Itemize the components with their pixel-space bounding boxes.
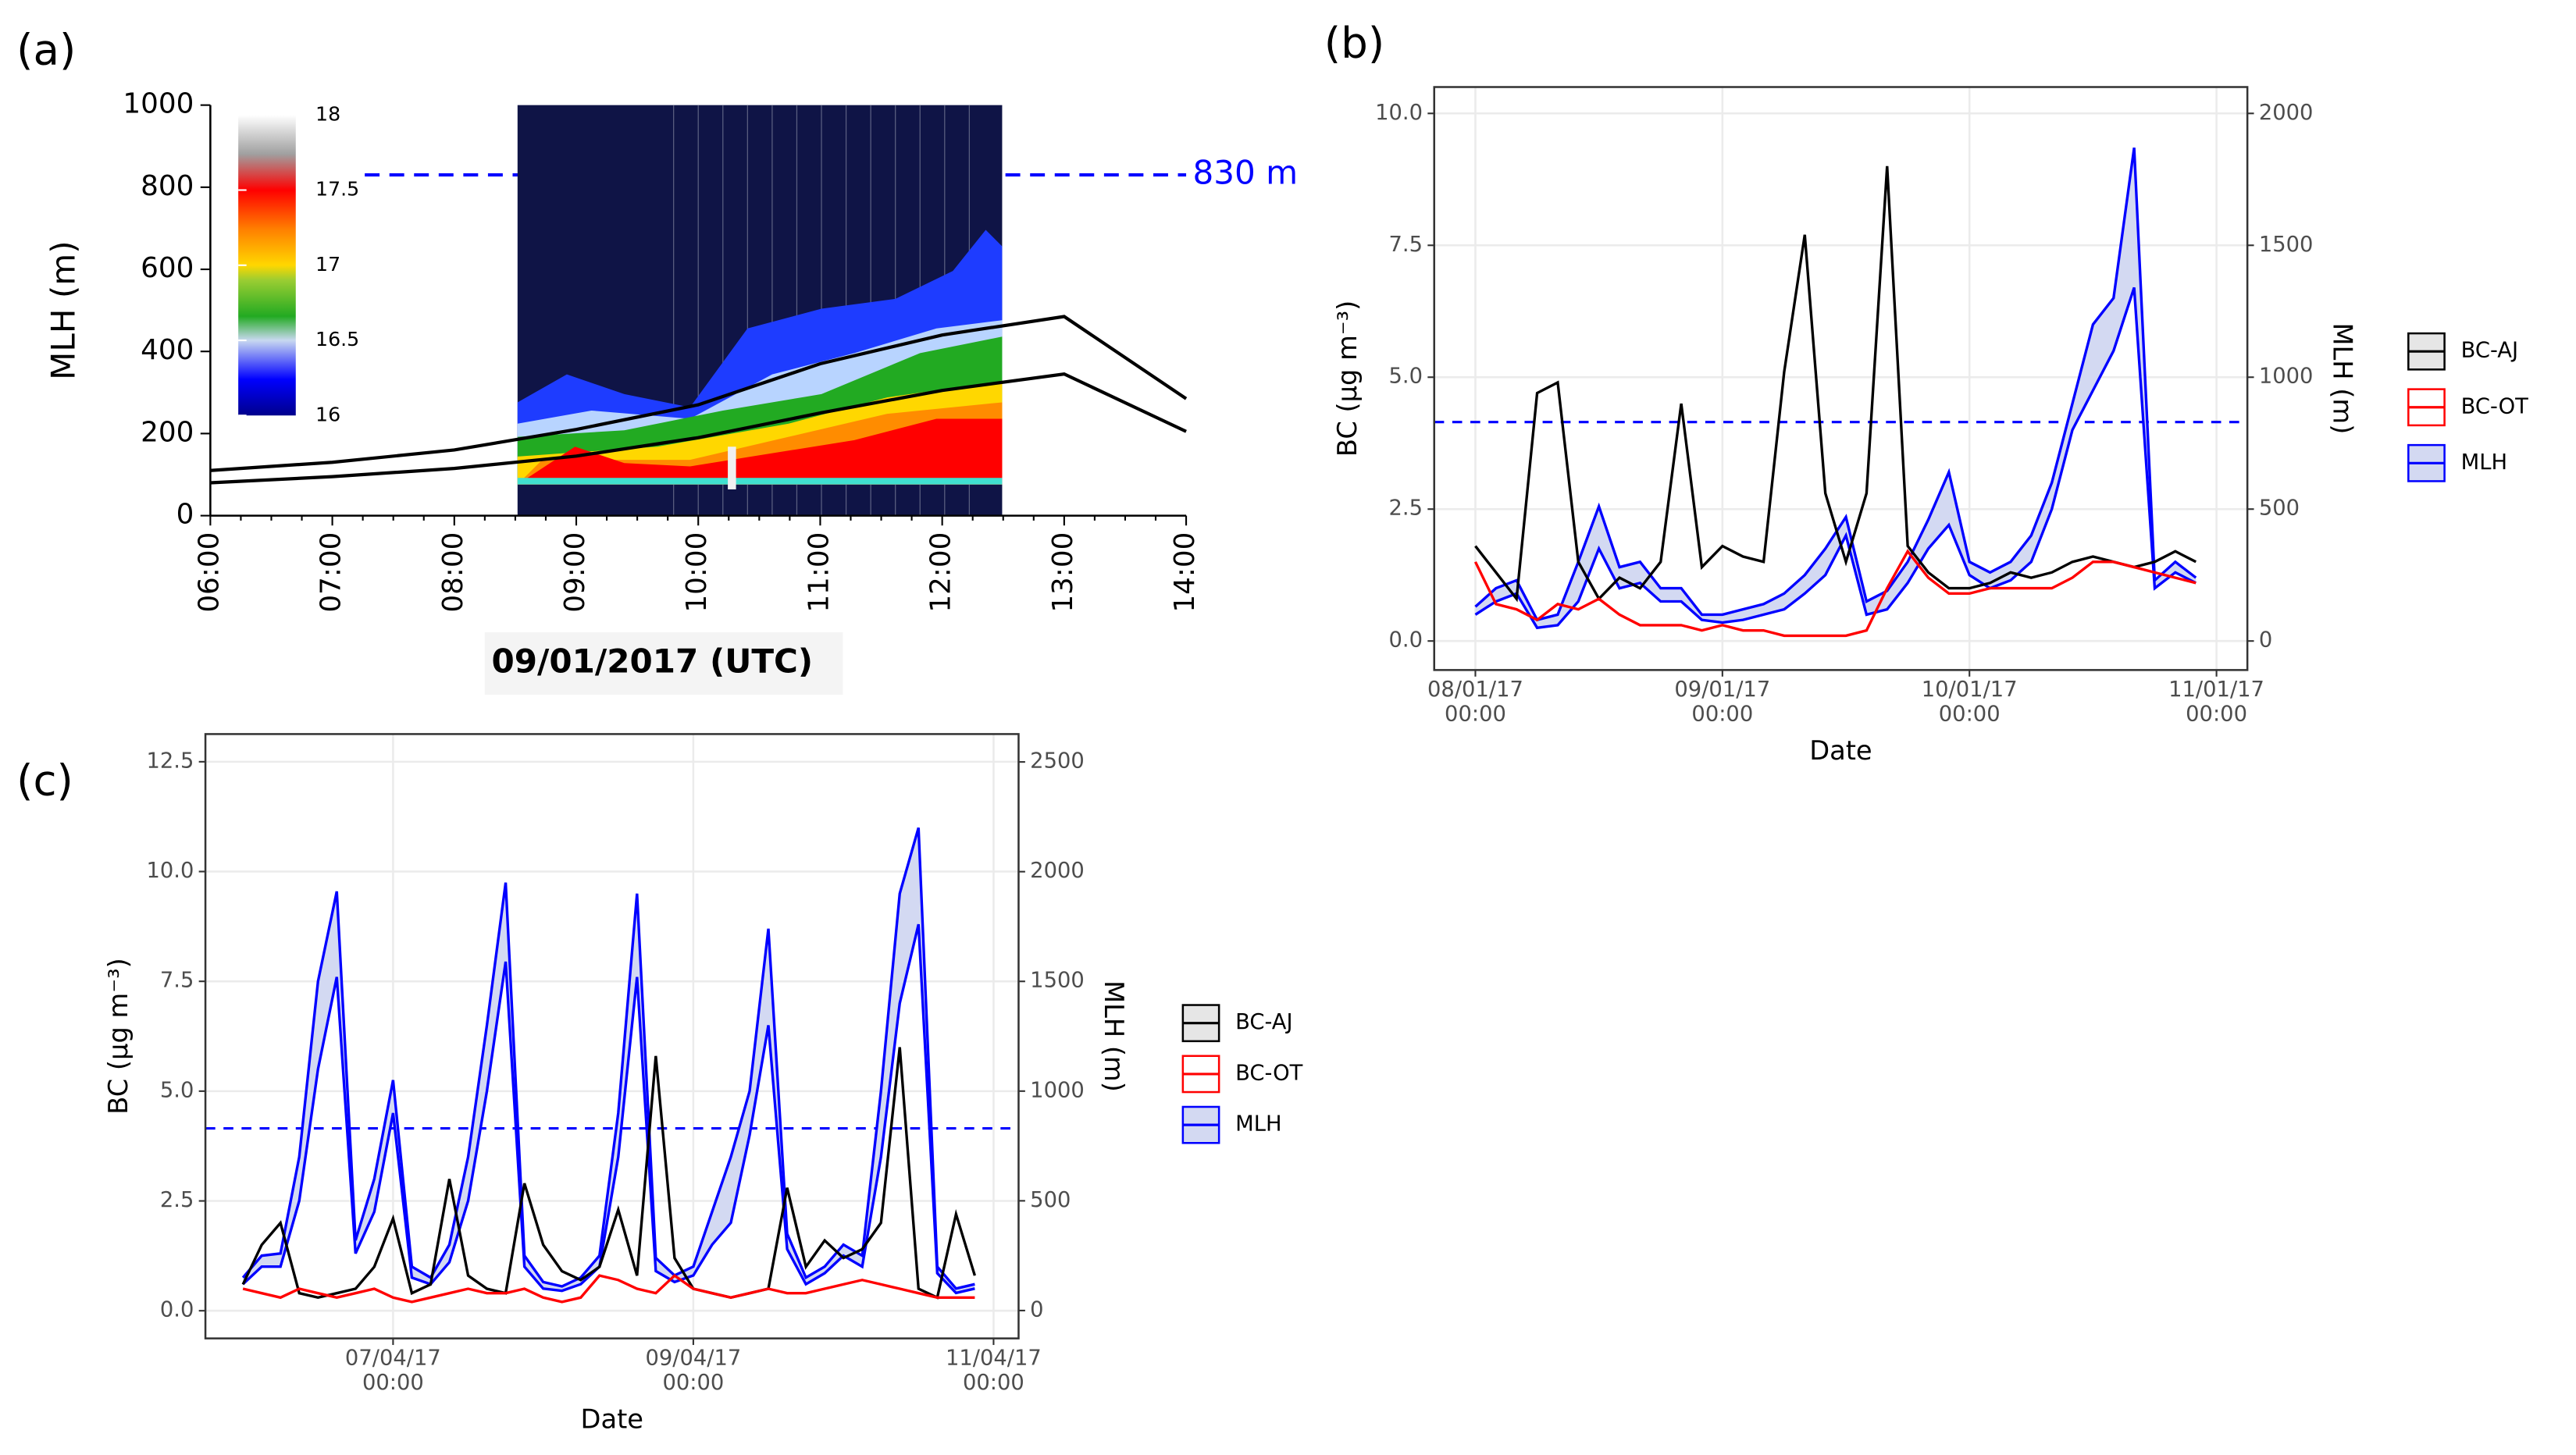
colorbar-tick-label: 18 — [315, 102, 340, 125]
x-tick-label-box: 10/01/17 00:00 — [1921, 678, 2018, 728]
x-label: 09/01/2017 (UTC) — [491, 642, 813, 680]
x-tick-label: 06:00 — [193, 532, 225, 613]
x-label-bg — [484, 631, 843, 695]
lidar-heatmap — [517, 105, 1003, 516]
legend-label: BC-OT — [1235, 1061, 1302, 1085]
y-tick-label: 200 — [141, 416, 194, 448]
y2-tick-label: 1500 — [2259, 233, 2314, 257]
y-tick-label: 0.0 — [1389, 628, 1423, 653]
x-tick-label-box: 11/04/17 00:00 — [945, 1346, 1042, 1396]
mlh-lower-line — [241, 923, 975, 1295]
y2-tick-label: 2500 — [1030, 749, 1085, 774]
plot-background — [1434, 87, 2248, 671]
x-tick-label: 11/04/17 00:00 — [945, 1346, 1042, 1396]
y-tick-label: 600 — [141, 252, 194, 284]
y-tick-label: 0.0 — [160, 1298, 194, 1322]
x-tick-label: 11/01/17 00:00 — [2168, 678, 2264, 728]
mlh-upper-line — [1474, 148, 2197, 622]
y-tick-label: 5.0 — [1389, 365, 1423, 389]
x-tick-label: 08:00 — [437, 532, 469, 613]
x-tick-label-box: 08/01/17 00:00 — [1427, 678, 1523, 728]
y-tick-label: 1000 — [123, 88, 194, 120]
y-tick-label: 12.5 — [146, 749, 194, 773]
mlh-line — [210, 315, 1188, 472]
y-tick-label: 2.5 — [1389, 496, 1423, 521]
y-tick-label: 10.0 — [146, 859, 194, 883]
bc-line — [1474, 165, 2197, 603]
panel-border — [204, 733, 1020, 1339]
y-tick-label: 10.0 — [1375, 101, 1423, 125]
panel-label: (c) — [16, 756, 73, 806]
bc-line — [242, 1274, 975, 1304]
legend-label: MLH — [1235, 1112, 1281, 1137]
x-tick-label: 07:00 — [315, 532, 347, 613]
y-tick-label: 2.5 — [160, 1188, 194, 1212]
mlh-band — [243, 827, 975, 1293]
y2-tick-label: 0 — [2259, 628, 2272, 653]
x-tick-label: 11:00 — [803, 532, 835, 613]
x-tick-label-box: 09/01/17 00:00 — [1674, 678, 1771, 728]
colorbar — [238, 115, 296, 416]
colorbar-tick-label: 17 — [315, 253, 340, 276]
y2-tick-label: 500 — [2259, 496, 2300, 521]
y-tick-label: 0 — [176, 499, 194, 531]
colorbar-tick-label: 16.5 — [315, 328, 359, 350]
x-tick-label: 14:00 — [1169, 532, 1201, 613]
bc-line — [241, 1047, 977, 1300]
mlh-lower-line — [1474, 286, 2197, 630]
y2-tick-label: 500 — [1030, 1188, 1071, 1212]
x-label: Date — [1809, 735, 1872, 766]
x-tick-label-box: 09/04/17 00:00 — [645, 1346, 742, 1396]
y-tick-label: 7.5 — [160, 969, 194, 993]
legend-label: MLH — [2461, 450, 2507, 475]
x-label: Date — [581, 1403, 643, 1434]
bc-line — [1473, 549, 2197, 638]
y2-tick-label: 1000 — [1030, 1078, 1085, 1102]
y2-label: MLH (m) — [1099, 980, 1129, 1092]
y-tick-label: 5.0 — [160, 1078, 194, 1102]
legend-label: BC-OT — [2461, 394, 2528, 418]
x-tick-label-box: 07/04/17 00:00 — [344, 1346, 441, 1396]
x-tick-label: 09/01/17 00:00 — [1674, 678, 1771, 728]
y-tick-label: 7.5 — [1389, 233, 1423, 257]
y-tick-label: 800 — [141, 170, 194, 202]
x-tick-label: 08/01/17 00:00 — [1427, 678, 1523, 728]
reference-label: 830 m — [1192, 154, 1298, 192]
y-label: MLH (m) — [45, 240, 83, 380]
y2-tick-label: 2000 — [2259, 101, 2314, 125]
colorbar-tick-label: 16 — [315, 403, 340, 425]
x-tick-label: 10/01/17 00:00 — [1921, 678, 2018, 728]
x-tick-label: 09:00 — [559, 532, 591, 613]
y2-tick-label: 1000 — [2259, 365, 2314, 389]
mlh-line — [210, 372, 1187, 485]
y2-tick-label: 2000 — [1030, 859, 1085, 883]
mlh-upper-line — [241, 827, 975, 1290]
panel-label: (b) — [1324, 18, 1384, 68]
panel-label: (a) — [16, 24, 76, 74]
x-tick-label: 09/04/17 00:00 — [645, 1346, 742, 1396]
panel-border — [1433, 86, 2249, 671]
x-tick-label: 07/04/17 00:00 — [344, 1346, 441, 1396]
legend-label: BC-AJ — [1235, 1010, 1292, 1034]
x-tick-label: 12:00 — [925, 532, 957, 613]
x-tick-label-box: 11/01/17 00:00 — [2168, 678, 2264, 728]
x-tick-label: 10:00 — [681, 532, 713, 613]
y2-label: MLH (m) — [2328, 323, 2358, 435]
x-tick-label: 13:00 — [1047, 532, 1079, 613]
y-tick-label: 400 — [141, 334, 194, 366]
legend-label: BC-AJ — [2461, 339, 2518, 363]
y2-tick-label: 0 — [1030, 1297, 1043, 1322]
y2-tick-label: 1500 — [1030, 969, 1085, 993]
y-label: BC (µg m⁻³) — [103, 958, 134, 1114]
y-label: BC (µg m⁻³) — [1332, 301, 1363, 457]
colorbar-tick-label: 17.5 — [315, 178, 359, 201]
